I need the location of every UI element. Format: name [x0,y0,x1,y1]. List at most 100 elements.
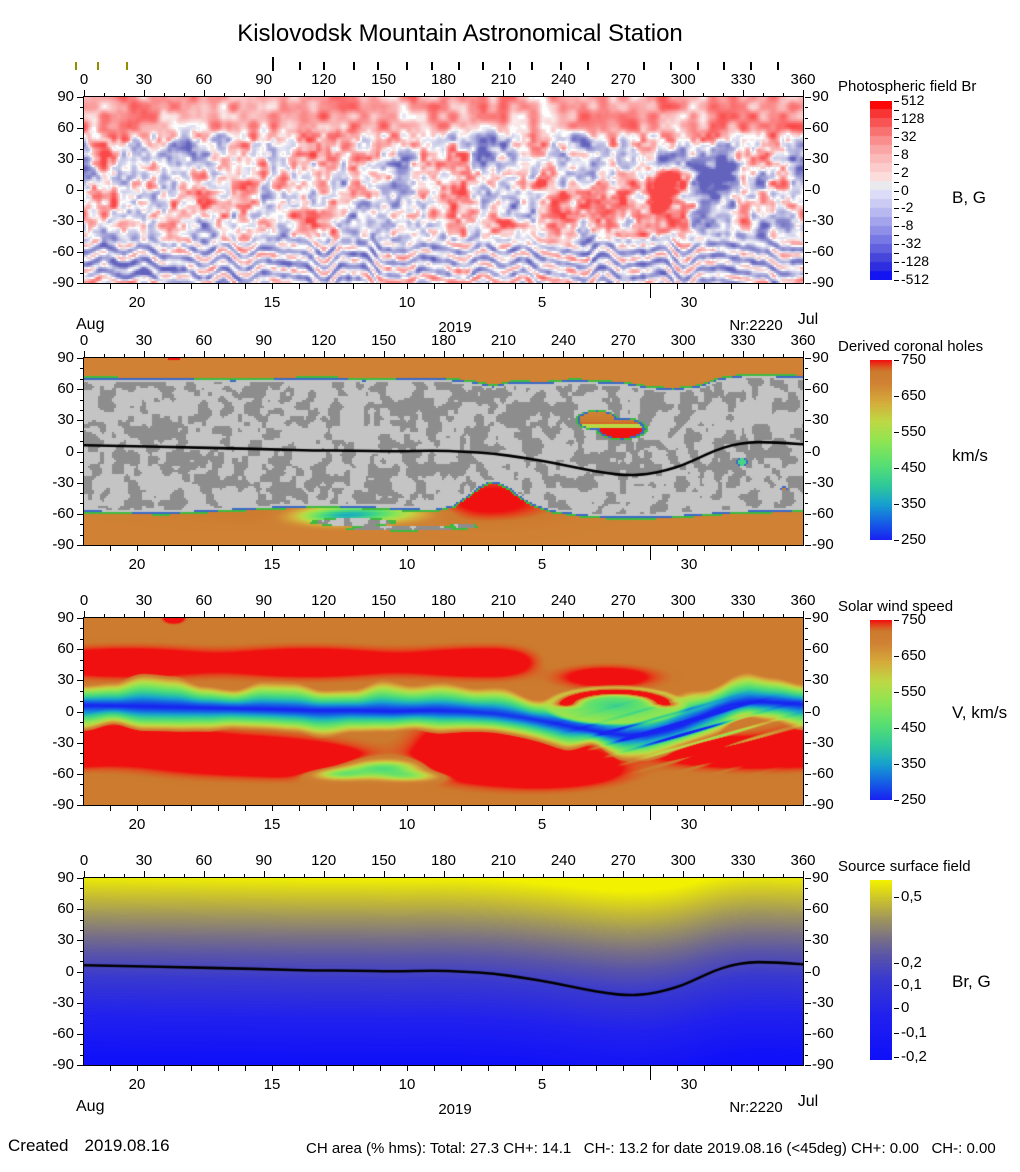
lat-tick [805,138,808,139]
day-tick [353,806,354,811]
lat-tick [80,138,83,139]
colorbar-tick-label: 550 [901,683,927,700]
lon-tick [463,874,464,877]
lon-tick [603,354,604,357]
lat-tick [77,649,83,650]
lon-tick-label: 360 [790,71,816,88]
lat-tick [805,930,808,931]
lat-tick [805,784,808,785]
lon-tick-label: 210 [490,332,516,349]
day-tick [353,546,354,551]
lon-tick [304,874,305,877]
colorbar-title-photospheric: Photospheric field Br [838,78,977,95]
lat-tick-label: 90 [57,349,74,366]
colorbar-tick [894,155,899,156]
day-tick [245,546,246,551]
lon-tick [444,871,445,877]
lat-tick [805,400,808,401]
lon-tick-label: 150 [371,71,397,88]
colorbar-tick-label: 2 [901,163,909,180]
date-label: 5 [537,1076,547,1093]
lat-tick [805,639,808,640]
colorbar-photospheric [870,101,892,280]
lat-tick [805,1013,808,1014]
lat-tick [805,159,811,160]
observation-tick [697,62,699,70]
lon-tick [463,614,464,617]
day-tick [299,546,300,551]
colorbar-tick [894,253,899,254]
lon-tick [483,354,484,357]
lon-tick [623,351,624,357]
day-tick [650,546,651,560]
lat-tick [80,961,83,962]
lat-tick [77,680,83,681]
lat-tick [805,169,808,170]
lat-tick [805,262,808,263]
lat-tick-label: 30 [57,931,74,949]
lat-tick [77,1034,83,1035]
date-label: 5 [537,816,547,833]
lon-tick-label: 270 [610,332,636,349]
day-tick [110,806,111,811]
colorbar-tick-label: -128 [901,253,930,270]
lon-tick [304,93,305,96]
lon-tick [483,93,484,96]
lat-tick-label: 0 [65,962,74,980]
lon-tick [204,871,205,877]
lon-tick-label: 30 [135,71,153,88]
lon-tick [404,614,405,617]
colorbar-tick [894,191,899,192]
lon-tick [384,871,385,877]
lon-tick [563,871,564,877]
lon-tick [503,351,504,357]
lat-tick [77,358,83,359]
lon-tick [304,614,305,617]
lon-tick [84,351,85,357]
colorbar-tick [894,280,899,281]
lon-tick [683,351,684,357]
day-tick [515,806,516,811]
lat-tick [805,211,808,212]
lon-tick [623,611,624,617]
lon-tick [763,874,764,877]
lat-tick-label: -90 [52,796,74,813]
day-tick [110,284,111,289]
day-tick [218,284,219,289]
date-label: 30 [680,556,698,573]
day-tick [461,1066,462,1071]
lon-tick [324,351,325,357]
lat-tick [77,805,83,806]
colorbar-tick [894,897,899,898]
lat-tick-label: 0 [812,181,821,198]
lon-tick [723,354,724,357]
observation-tick [377,62,379,70]
ch-area-status: CH area (% hms): Total: 27.3 CH+: 14.1 C… [306,1140,996,1157]
lat-tick [80,784,83,785]
lon-tick [224,93,225,96]
lat-tick-label: -90 [812,274,834,291]
lon-tick [424,93,425,96]
lon-tick-label: 120 [311,71,337,88]
lat-tick [80,753,83,754]
day-tick [785,806,786,811]
day-tick [272,806,273,811]
lat-tick [805,888,808,889]
lat-tick [80,628,83,629]
lon-tick-label: 60 [195,332,213,349]
lat-tick-label: -30 [52,212,74,229]
lat-tick [80,262,83,263]
lat-tick-label: -60 [52,243,74,260]
lat-tick-label: 60 [57,900,74,918]
observation-tick [777,62,779,70]
lon-tick [563,611,564,617]
lon-tick [224,874,225,877]
lon-tick [264,351,265,357]
colorbar-tick-label: 512 [901,92,925,108]
lat-tick [805,743,811,744]
lon-tick [344,354,345,357]
colorbar-title-coronal-holes: Derived coronal holes [838,338,984,355]
lat-tick [805,441,808,442]
lat-tick [77,743,83,744]
